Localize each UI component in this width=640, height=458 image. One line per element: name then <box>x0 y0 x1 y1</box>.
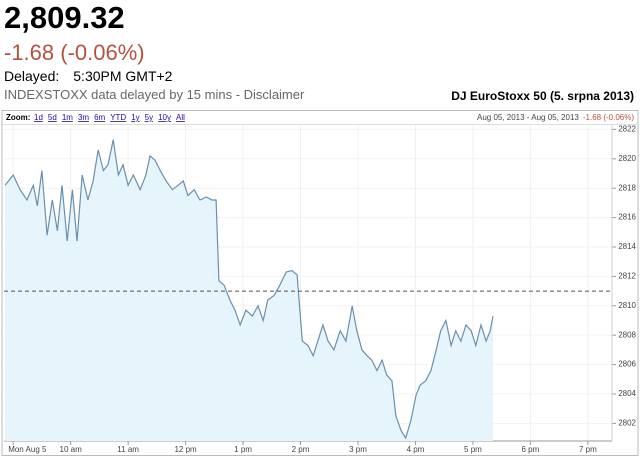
delay-note: INDEXSTOXX data delayed by 15 mins - Dis… <box>4 87 305 102</box>
delayed-time: 5:30PM GMT+2 <box>73 68 173 84</box>
y-tick-label: 2820 <box>618 154 636 163</box>
price-change: -1.68 (-0.06%) <box>4 40 145 65</box>
x-tick-label: 10 am <box>60 445 83 454</box>
y-tick-label: 2810 <box>618 301 636 310</box>
y-tick-label: 2808 <box>618 330 636 339</box>
x-tick-label: Mon Aug 5 <box>8 445 47 454</box>
chart-frame <box>1 110 639 456</box>
range-link[interactable]: 6m <box>94 113 105 122</box>
range-link[interactable]: 1y <box>131 113 139 122</box>
range-link[interactable]: 3m <box>78 113 89 122</box>
y-tick-label: 2822 <box>618 125 636 134</box>
y-tick-label: 2818 <box>618 183 636 192</box>
range-link[interactable]: 5y <box>145 113 153 122</box>
x-tick-label: 2 pm <box>292 445 310 454</box>
y-tick-label: 2812 <box>618 271 636 280</box>
y-tick-label: 2802 <box>618 418 636 427</box>
y-tick-label: 2816 <box>618 213 636 222</box>
zoom-label: Zoom: <box>6 113 30 122</box>
x-tick-label: 7 pm <box>579 445 597 454</box>
price-line <box>4 139 494 440</box>
y-tick-label: 2804 <box>618 389 636 398</box>
x-tick-label: 1 pm <box>234 445 252 454</box>
range-link[interactable]: 5d <box>48 113 57 122</box>
y-tick-label: 2814 <box>618 242 636 251</box>
range-link[interactable]: All <box>176 113 185 122</box>
price: 2,809.32 <box>4 0 125 35</box>
x-tick-label: 12 pm <box>174 445 197 454</box>
range-link[interactable]: 10y <box>158 113 171 122</box>
delayed-label: Delayed: <box>4 68 60 84</box>
index-title: DJ EuroStoxx 50 (5. srpna 2013) <box>451 89 634 103</box>
x-tick-label: 5 pm <box>464 445 482 454</box>
x-tick-label: 6 pm <box>521 445 539 454</box>
x-tick-label: 11 am <box>117 445 139 454</box>
x-tick-label: 4 pm <box>407 445 425 454</box>
delayed-row: Delayed: 5:30PM GMT+2 <box>4 68 172 84</box>
range-link[interactable]: 1m <box>62 113 73 122</box>
range-link[interactable]: YTD <box>110 113 126 122</box>
x-tick-label: 3 pm <box>349 445 367 454</box>
range-change: -1.68 (-0.06%) <box>583 113 634 122</box>
area-fill <box>5 139 494 441</box>
range-info: Aug 05, 2013 - Aug 05, 2013 <box>477 113 579 122</box>
y-tick-label: 2806 <box>618 360 636 369</box>
range-link[interactable]: 1d <box>34 113 43 122</box>
